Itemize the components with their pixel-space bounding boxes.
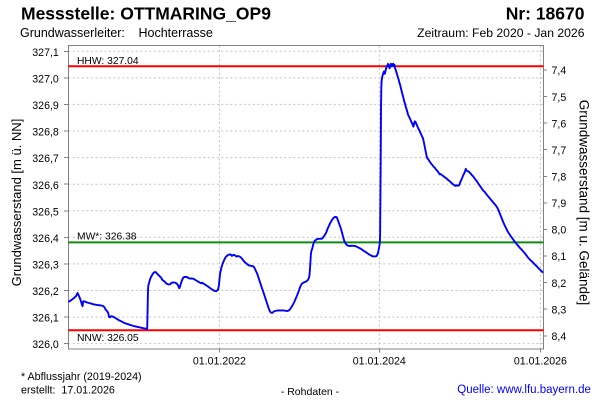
svg-text:erstellt: 17.01.2026: erstellt: 17.01.2026 — [21, 385, 115, 397]
svg-text:327,1: 327,1 — [32, 47, 59, 59]
svg-text:326,1: 326,1 — [32, 313, 59, 325]
svg-text:7,8: 7,8 — [552, 172, 567, 184]
svg-text:326,0: 326,0 — [32, 339, 59, 351]
svg-text:Quelle: www.lfu.bayern.de: Quelle: www.lfu.bayern.de — [457, 384, 591, 396]
svg-text:* Abflussjahr (2019-2024): * Abflussjahr (2019-2024) — [21, 371, 142, 383]
svg-text:Zeitraum: Feb 2020 - Jan 2026: Zeitraum: Feb 2020 - Jan 2026 — [417, 26, 585, 40]
svg-text:7,5: 7,5 — [552, 92, 567, 104]
svg-text:HHW: 327.04: HHW: 327.04 — [77, 56, 139, 67]
svg-text:327,0: 327,0 — [32, 74, 59, 86]
svg-text:01.01.2024: 01.01.2024 — [353, 356, 406, 368]
svg-text:Grundwasserstand [m ü. NN]: Grundwasserstand [m ü. NN] — [9, 119, 24, 287]
svg-text:326,2: 326,2 — [32, 286, 59, 298]
svg-text:MW*: 326.38: MW*: 326.38 — [77, 232, 137, 243]
svg-text:326,8: 326,8 — [32, 127, 59, 139]
svg-text:326,4: 326,4 — [32, 233, 59, 245]
svg-text:326,6: 326,6 — [32, 180, 59, 192]
svg-text:01.01.2022: 01.01.2022 — [193, 356, 246, 368]
svg-text:326,7: 326,7 — [32, 153, 59, 165]
svg-text:NNW: 326.05: NNW: 326.05 — [77, 333, 139, 344]
svg-text:7,6: 7,6 — [552, 118, 567, 130]
svg-text:8,0: 8,0 — [552, 225, 567, 237]
svg-text:01.01.2026: 01.01.2026 — [514, 356, 567, 368]
svg-text:- Rohdaten -: - Rohdaten - — [281, 386, 340, 398]
svg-text:8,2: 8,2 — [552, 278, 567, 290]
svg-text:Hochterrasse: Hochterrasse — [139, 26, 213, 40]
svg-text:8,4: 8,4 — [552, 331, 567, 343]
svg-text:326,9: 326,9 — [32, 100, 59, 112]
svg-text:Messstelle: OTTMARING_OP9: Messstelle: OTTMARING_OP9 — [21, 3, 271, 23]
svg-text:8,3: 8,3 — [552, 304, 567, 316]
svg-text:Grundwasserleiter:: Grundwasserleiter: — [20, 26, 125, 40]
svg-text:7,7: 7,7 — [552, 145, 567, 157]
svg-text:326,5: 326,5 — [32, 206, 59, 218]
svg-text:7,4: 7,4 — [552, 65, 567, 77]
svg-text:Grundwasserstand [m u. Gelände: Grundwasserstand [m u. Gelände] — [577, 100, 592, 306]
svg-text:Nr: 18670: Nr: 18670 — [506, 3, 585, 23]
svg-text:326,3: 326,3 — [32, 260, 59, 272]
svg-text:8,1: 8,1 — [552, 251, 567, 263]
svg-text:7,9: 7,9 — [552, 198, 567, 210]
